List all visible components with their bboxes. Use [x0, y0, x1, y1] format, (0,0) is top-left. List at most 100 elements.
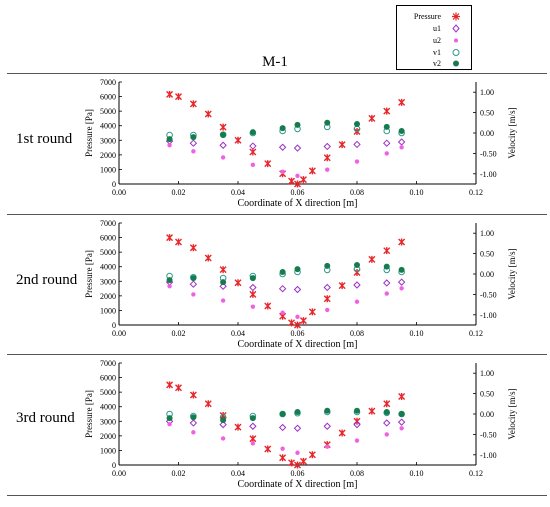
data-point-u2	[295, 450, 300, 455]
data-point-pressure	[166, 381, 174, 389]
x-tick-label: 0.08	[350, 329, 364, 338]
data-point-pressure	[398, 98, 406, 106]
data-point-v2	[294, 121, 301, 128]
data-point-u1	[278, 423, 287, 432]
data-point-u1	[323, 142, 331, 151]
data-point-pressure	[368, 407, 376, 415]
x-tick-label: 0.12	[469, 469, 483, 478]
data-point-pressure	[166, 234, 174, 242]
divider	[7, 214, 547, 215]
data-point-pressure	[383, 247, 391, 255]
data-point-pressure	[338, 429, 346, 437]
data-point-v2	[190, 414, 197, 421]
data-point-u2	[325, 167, 330, 172]
y-tick-label: 1000	[100, 306, 116, 315]
data-point-u2	[250, 441, 256, 446]
diamond-marker-icon	[452, 24, 460, 33]
legend-item-pressure: Pressure	[397, 11, 471, 22]
series-pressure	[166, 90, 406, 188]
y2-tick-label: -0.50	[480, 430, 497, 439]
data-point-u2	[354, 159, 360, 164]
dot-marker-icon	[454, 38, 458, 43]
data-point-v2	[166, 277, 173, 284]
x-tick-label: 0.00	[112, 329, 126, 338]
data-point-u2	[167, 143, 172, 148]
data-point-u1	[323, 283, 331, 292]
round-label-3: 3rd round	[16, 410, 75, 426]
x-tick-label: 0.02	[172, 329, 186, 338]
y2-tick-label: 1.00	[480, 369, 494, 378]
series-u2	[167, 284, 404, 320]
y-tick-label: 4000	[100, 403, 116, 412]
x-axis-label: Coordinate of X direction [m]	[238, 479, 358, 490]
data-point-u1	[219, 420, 227, 429]
x-tick-label: 0.10	[410, 469, 424, 478]
series-u1	[165, 278, 406, 294]
series-u1	[165, 137, 406, 152]
x-tick-label: 0.00	[112, 469, 126, 478]
series-v2	[166, 407, 405, 424]
y-tick-label: 3000	[100, 277, 116, 286]
y-axis-label: Pressure [Pa]	[84, 390, 94, 438]
series-v1	[166, 408, 405, 421]
x-tick-label: 0.04	[231, 188, 245, 197]
data-point-pressure	[189, 100, 197, 108]
x-tick-label: 0.12	[469, 188, 483, 197]
data-point-pressure	[338, 141, 346, 149]
y-tick-label: 6000	[100, 234, 116, 243]
y-tick-label: 6000	[100, 374, 116, 383]
data-point-u2	[399, 145, 404, 150]
y2-tick-label: -1.00	[480, 311, 497, 320]
data-point-pressure	[219, 123, 227, 131]
data-point-u2	[325, 307, 330, 313]
y-tick-label: 1000	[100, 446, 116, 455]
x-tick-label: 0.10	[410, 329, 424, 338]
open-circle-marker-icon	[452, 49, 460, 56]
data-point-u1	[397, 418, 406, 426]
x-tick-label: 0.10	[410, 188, 424, 197]
data-point-v2	[279, 125, 286, 132]
y-axis-label: Pressure [Pa]	[84, 250, 94, 298]
data-point-u2	[384, 432, 389, 437]
data-point-u1	[353, 281, 361, 289]
data-point-pressure	[398, 393, 406, 401]
data-point-v2	[220, 132, 227, 139]
data-point-u2	[167, 284, 172, 289]
data-point-u1	[189, 139, 198, 147]
data-point-v2	[249, 415, 256, 422]
x-tick-label: 0.12	[469, 329, 483, 338]
x-tick-label: 0.08	[350, 188, 364, 197]
y-tick-label: 5000	[100, 107, 116, 116]
legend-label: Pressure	[413, 12, 441, 21]
round-label-2: 2nd round	[16, 272, 78, 288]
data-point-pressure	[189, 391, 197, 399]
data-point-u2	[220, 298, 226, 303]
data-point-pressure	[279, 454, 287, 462]
data-point-v2	[166, 415, 173, 422]
x-tick-label: 0.08	[350, 469, 364, 478]
y2-tick-label: 0.00	[480, 410, 494, 419]
data-point-v2	[249, 129, 256, 136]
y-tick-label: 4000	[100, 122, 116, 131]
data-point-v2	[383, 408, 390, 415]
y-tick-label: 0	[112, 461, 116, 470]
data-point-v2	[166, 136, 173, 143]
data-point-pressure	[383, 107, 391, 115]
data-point-v2	[249, 275, 256, 282]
y-tick-label: 7000	[100, 78, 116, 87]
data-point-u1	[189, 419, 198, 427]
data-point-pressure	[323, 295, 331, 303]
series-v1	[166, 123, 405, 139]
data-point-v2	[324, 119, 331, 126]
data-point-pressure	[204, 254, 212, 262]
y2-tick-label: 0.50	[480, 390, 494, 399]
data-point-pressure	[308, 308, 316, 316]
data-point-v2	[324, 262, 331, 269]
legend-item-v2: v2	[397, 58, 471, 69]
y-tick-label: 3000	[100, 417, 116, 426]
data-point-u2	[399, 426, 404, 431]
data-point-v2	[354, 262, 360, 269]
data-point-pressure	[264, 445, 272, 453]
y-tick-label: 2000	[100, 432, 116, 441]
data-point-pressure	[175, 384, 182, 392]
